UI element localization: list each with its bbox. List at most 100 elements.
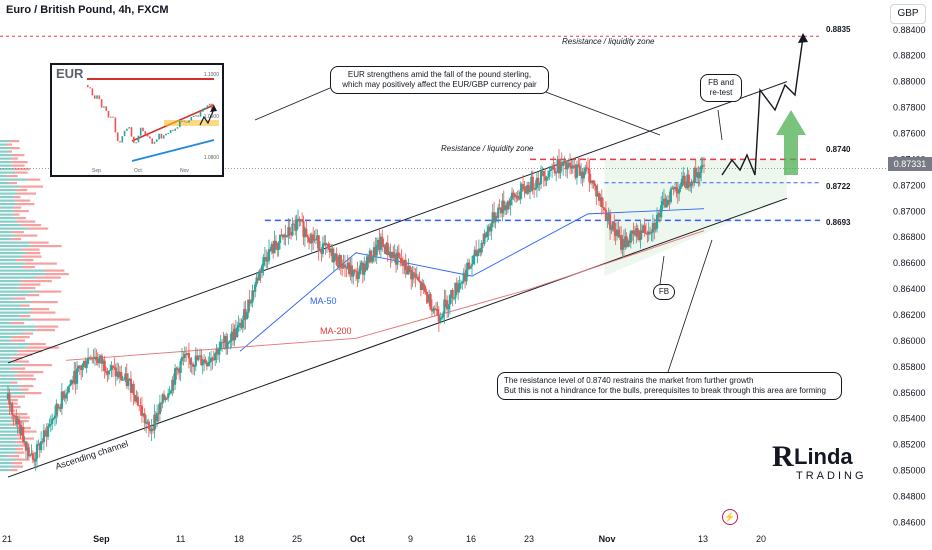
lightning-icon[interactable]: ⚡	[722, 509, 738, 525]
profile-bar-up	[0, 381, 11, 384]
profile-bar-up	[0, 367, 11, 370]
profile-bar-up	[0, 451, 16, 454]
candle-body	[129, 378, 133, 393]
candle-body	[469, 266, 472, 269]
price-tick-16: 0.85200	[893, 440, 926, 450]
profile-bar-up	[0, 455, 9, 458]
candle-body	[34, 458, 37, 462]
price-axis[interactable]: 0.884000.882000.880000.878000.876000.874…	[888, 22, 932, 527]
price-tick-1: 0.88200	[893, 51, 926, 61]
candle-body	[196, 355, 199, 360]
profile-bar-up	[0, 339, 11, 342]
profile-bar-down	[11, 161, 28, 164]
profile-bar-down	[5, 143, 13, 146]
candle-body	[24, 441, 28, 451]
candle-body	[77, 365, 80, 369]
profile-bar-up	[0, 259, 16, 262]
profile-bar-up	[0, 371, 19, 374]
inset-plot	[87, 78, 219, 162]
candle-body	[46, 426, 50, 437]
profile-bar-down	[11, 157, 18, 160]
candle-body	[339, 254, 342, 268]
profile-bar-down	[35, 325, 59, 328]
candle-body	[642, 225, 645, 233]
candle-body	[401, 263, 405, 266]
candle-body	[524, 191, 527, 194]
candle-body	[91, 357, 94, 360]
profile-bar-up	[0, 280, 22, 283]
candle-body	[343, 264, 347, 267]
candle-body	[691, 181, 695, 184]
candle-body	[679, 186, 682, 190]
time-tick-10: 13	[698, 534, 708, 544]
inset-candle	[165, 133, 167, 136]
profile-bar-down	[11, 238, 22, 241]
candle-body	[185, 354, 188, 356]
callout-pointer-left	[254, 87, 331, 121]
candle-body	[657, 213, 660, 215]
profile-bar-up	[0, 297, 13, 300]
candle-body	[60, 391, 63, 409]
candle-body	[147, 421, 150, 429]
candle-body	[51, 418, 54, 424]
candle-body	[589, 182, 592, 184]
candle-body	[42, 430, 46, 443]
candle-body	[13, 415, 17, 417]
candle-body	[526, 185, 529, 194]
candle-body	[197, 356, 200, 360]
inset-candle	[130, 127, 133, 137]
candle-body	[332, 255, 336, 263]
candle-body	[566, 167, 569, 170]
profile-bar-up	[0, 301, 31, 304]
time-tick-5: Oct	[350, 534, 365, 544]
candle-body	[472, 255, 475, 265]
candle-body	[637, 237, 641, 241]
linda-trading-logo: R Linda TRADING	[772, 440, 864, 486]
profile-bar-up	[0, 402, 8, 405]
profile-bar-up	[0, 255, 23, 258]
profile-bar-up	[0, 346, 27, 349]
inset-candle	[100, 99, 103, 108]
profile-bar-up	[0, 462, 12, 465]
candle-body	[553, 169, 556, 174]
candle-body	[357, 273, 360, 280]
candle-body	[225, 336, 228, 349]
candle-body	[153, 414, 156, 431]
candle-body	[397, 252, 400, 258]
candle-body	[552, 166, 555, 170]
profile-bar-down	[9, 182, 17, 185]
candle-body	[531, 176, 534, 189]
candle-body	[521, 184, 525, 187]
candle-body	[299, 219, 302, 222]
candle-body	[542, 171, 545, 177]
candle-body	[581, 171, 584, 179]
inset-candle	[135, 142, 137, 144]
candle-body	[338, 254, 341, 268]
profile-bar-down	[24, 262, 57, 265]
candle-body	[621, 239, 624, 250]
candle-body	[73, 370, 76, 384]
candle-body	[63, 395, 66, 399]
candle-body	[35, 444, 39, 459]
candle-body	[463, 272, 467, 282]
candle-body	[313, 239, 316, 241]
candle-body	[700, 165, 703, 173]
profile-bar-up	[0, 252, 27, 255]
candle-body	[647, 231, 650, 235]
profile-bar-down	[10, 140, 20, 143]
candle-body	[494, 215, 497, 223]
candle-body	[265, 256, 268, 262]
time-axis[interactable]: 21 Sep 11 18 25 Oct 9 16 23 Nov 13 20	[2, 534, 766, 544]
candle-body	[479, 248, 482, 253]
price-tick-9: 0.86600	[893, 258, 926, 268]
inset-zone	[164, 120, 219, 126]
candle-body	[30, 453, 33, 456]
candle-body	[345, 266, 348, 269]
profile-bar-up	[0, 416, 21, 419]
profile-bar-down	[22, 430, 37, 433]
candle-body	[227, 341, 231, 343]
resistance-label-top: Resistance / liquidity zone	[562, 37, 655, 46]
bullish-arrow-icon	[776, 110, 806, 175]
currency-button[interactable]: GBP	[890, 4, 926, 24]
candle-body	[495, 215, 498, 218]
